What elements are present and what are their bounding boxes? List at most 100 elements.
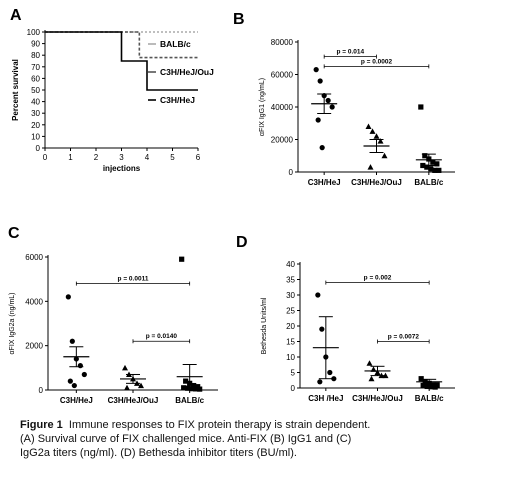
data-point — [183, 378, 189, 384]
data-point — [424, 383, 430, 390]
data-point — [418, 104, 424, 110]
data-point — [197, 386, 203, 392]
y-tick-label: 0 — [39, 386, 44, 395]
y-tick-label: 60 — [31, 74, 40, 83]
x-tick-label: 1 — [68, 153, 73, 162]
data-point — [317, 379, 323, 385]
legend-label: C3H/HeJ — [160, 95, 195, 105]
caption-line-1: Figure 1 Immune responses to FIX protein… — [20, 418, 510, 432]
x-tick-label: 0 — [43, 153, 48, 162]
data-point — [317, 78, 323, 84]
data-point — [69, 338, 75, 344]
y-tick-label: 10 — [286, 353, 295, 362]
data-point — [138, 382, 144, 389]
y-tick-label: 35 — [286, 276, 295, 285]
p-value-label: p = 0.0011 — [118, 276, 149, 283]
x-category-label: C3H/HeJ/OuJ — [351, 178, 402, 187]
panel-letter: B — [233, 11, 245, 28]
x-tick-label: 2 — [94, 153, 99, 162]
data-point — [436, 167, 442, 173]
caption-line-2: (A) Survival curve of FIX challenged mic… — [20, 433, 352, 445]
legend-label: BALB/c — [160, 39, 191, 49]
data-point — [65, 294, 71, 300]
y-tick-label: 25 — [286, 307, 295, 316]
data-point — [124, 384, 130, 391]
y-tick-label: 20000 — [271, 136, 294, 145]
data-point — [367, 164, 374, 170]
data-point — [420, 382, 426, 389]
data-point — [329, 104, 335, 110]
y-tick-label: 20 — [31, 121, 40, 130]
data-point — [181, 385, 187, 391]
data-point — [179, 256, 185, 262]
y-tick-label: 40000 — [271, 103, 294, 112]
data-point — [71, 382, 77, 389]
data-point — [191, 382, 197, 389]
panel-letter: C — [8, 225, 20, 242]
y-tick-label: 30 — [286, 291, 295, 300]
y-tick-label: 15 — [286, 338, 295, 347]
y-tick-label: 0 — [289, 168, 294, 177]
data-point — [185, 385, 191, 391]
y-tick-label: 6000 — [25, 253, 43, 262]
x-category-label: C3H/HeJ/OuJ — [108, 396, 159, 405]
x-axis-label: injections — [103, 164, 141, 173]
data-point — [422, 153, 428, 159]
x-category-label: C3H/HeJ — [60, 396, 93, 405]
y-axis-label: Percent survival — [11, 59, 20, 121]
x-tick-label: 3 — [119, 153, 124, 162]
x-tick-label: 6 — [196, 153, 201, 162]
p-value-label: p = 0.0072 — [388, 334, 420, 341]
data-point — [315, 117, 321, 123]
p-value-label: p = 0.0002 — [361, 58, 393, 65]
data-point — [365, 123, 372, 129]
data-point — [325, 97, 331, 104]
x-category-label: BALB/c — [414, 178, 443, 187]
data-point — [319, 145, 325, 151]
y-tick-label: 10 — [31, 132, 40, 141]
y-tick-label: 0 — [291, 384, 296, 393]
x-category-label: C3H/HeJ — [308, 178, 341, 187]
data-point — [434, 161, 440, 167]
x-category-label: C3H/HeJ/OuJ — [352, 394, 403, 403]
data-point — [331, 376, 337, 382]
y-axis-label: αFIX IgG1 (ng/mL) — [259, 78, 266, 136]
x-tick-label: 5 — [170, 153, 175, 162]
y-tick-label: 2000 — [25, 342, 43, 351]
y-tick-label: 100 — [27, 28, 41, 37]
x-category-label: C3H /HeJ — [308, 394, 343, 403]
y-tick-label: 70 — [31, 63, 40, 72]
data-point — [366, 360, 373, 366]
y-tick-label: 40 — [286, 260, 295, 269]
y-axis-label: αFIX IgG2a (ng/mL) — [9, 292, 16, 354]
p-value-label: p = 0.014 — [337, 49, 365, 56]
data-point — [315, 292, 321, 298]
y-tick-label: 20 — [286, 322, 295, 331]
p-value-label: p = 0.0140 — [146, 333, 178, 340]
y-tick-label: 60000 — [271, 71, 294, 80]
data-point — [81, 371, 87, 378]
panel-c-igg2a-chart: C 0 2000 4000 6000 C3H/HeJ C3H/HeJ/OuJ BALB/c αF… — [8, 225, 218, 405]
data-point — [77, 363, 83, 369]
data-point — [319, 326, 325, 332]
panel-letter: D — [236, 234, 248, 251]
panel-a-survival-chart: A 0 10 20 30 40 50 60 70 80 90 100 0 1 2 3 4 5 6 injections… — [10, 7, 214, 173]
figure-caption: Figure 1 Immune responses to FIX protein… — [20, 418, 510, 460]
y-axis-label: Bethesda Units/ml — [261, 297, 268, 354]
y-tick-label: 0 — [36, 144, 41, 153]
y-tick-label: 30 — [31, 109, 40, 118]
y-tick-label: 90 — [31, 40, 40, 49]
series-line — [45, 31, 198, 91]
x-category-label: BALB/c — [175, 396, 204, 405]
p-value-label: p = 0.002 — [364, 275, 392, 282]
y-tick-label: 40 — [31, 98, 40, 107]
data-point — [313, 67, 319, 73]
data-point — [373, 133, 380, 139]
caption-text-1: Immune responses to FIX protein therapy … — [68, 419, 371, 431]
y-tick-label: 50 — [31, 86, 40, 95]
x-category-label: BALB/c — [415, 394, 444, 403]
panel-b-igg1-chart: B 0 20000 40000 60000 80000 C3H/HeJ C3H/HeJ/OuJ… — [233, 11, 455, 187]
y-tick-label: 80000 — [271, 38, 294, 47]
panel-letter: A — [10, 7, 22, 24]
caption-line-3: IgG2a titers (ng/ml). (D) Bethesda inhib… — [20, 447, 297, 459]
